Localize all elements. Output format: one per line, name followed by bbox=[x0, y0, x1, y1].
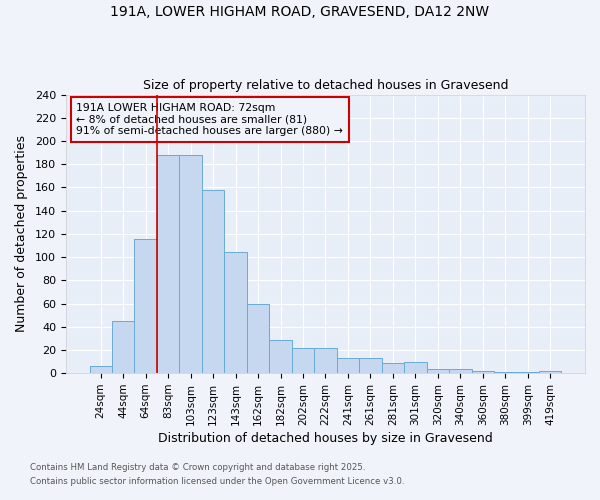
Bar bbox=[472, 371, 494, 373]
Bar bbox=[292, 348, 314, 373]
Bar bbox=[517, 372, 539, 373]
Bar bbox=[539, 371, 562, 373]
Text: Contains HM Land Registry data © Crown copyright and database right 2025.: Contains HM Land Registry data © Crown c… bbox=[30, 464, 365, 472]
Text: 191A LOWER HIGHAM ROAD: 72sqm
← 8% of detached houses are smaller (81)
91% of se: 191A LOWER HIGHAM ROAD: 72sqm ← 8% of de… bbox=[76, 103, 343, 136]
Bar bbox=[157, 155, 179, 373]
Bar bbox=[359, 358, 382, 373]
Y-axis label: Number of detached properties: Number of detached properties bbox=[15, 136, 28, 332]
Bar bbox=[134, 238, 157, 373]
Text: 191A, LOWER HIGHAM ROAD, GRAVESEND, DA12 2NW: 191A, LOWER HIGHAM ROAD, GRAVESEND, DA12… bbox=[110, 5, 490, 19]
Bar bbox=[202, 190, 224, 373]
Bar bbox=[224, 252, 247, 373]
Text: Contains public sector information licensed under the Open Government Licence v3: Contains public sector information licen… bbox=[30, 477, 404, 486]
Bar bbox=[89, 366, 112, 373]
Bar bbox=[314, 348, 337, 373]
Bar bbox=[247, 304, 269, 373]
Bar bbox=[337, 358, 359, 373]
Title: Size of property relative to detached houses in Gravesend: Size of property relative to detached ho… bbox=[143, 79, 508, 92]
Bar bbox=[449, 368, 472, 373]
Bar bbox=[179, 155, 202, 373]
Bar bbox=[269, 340, 292, 373]
Bar bbox=[404, 362, 427, 373]
X-axis label: Distribution of detached houses by size in Gravesend: Distribution of detached houses by size … bbox=[158, 432, 493, 445]
Bar bbox=[382, 363, 404, 373]
Bar bbox=[112, 321, 134, 373]
Bar bbox=[427, 368, 449, 373]
Bar bbox=[494, 372, 517, 373]
